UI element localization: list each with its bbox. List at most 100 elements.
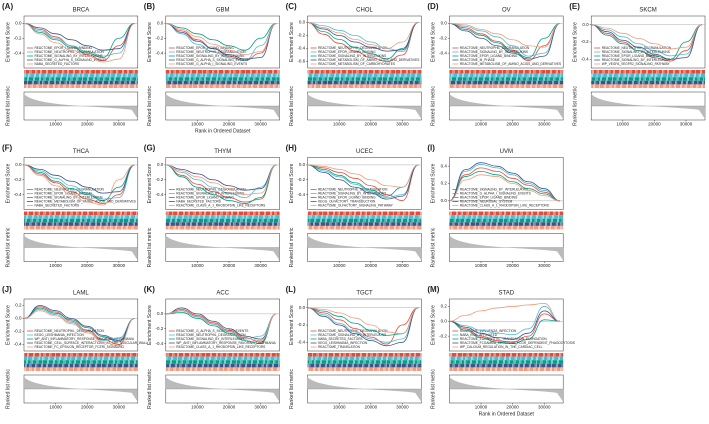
metric-axis-label: Ranked list metric [147,227,153,267]
plot-frame [165,157,280,210]
hit-strip [307,211,422,216]
legend-label: REACTOME_FCGAMMA_RECEPTOR_FCGR_DEPENDENT… [460,341,575,345]
panel-label: (E) [569,2,580,11]
panel: (L) TGCT Enrichment Score Ranked list metri… [286,285,422,410]
y-tick-label: 0.0 [157,162,164,167]
y-tick-label: 0.2 [441,181,448,186]
hit-strip [449,356,564,361]
y-tick-label: -0.2 [156,177,164,182]
enrichment-curve [591,24,702,50]
legend-label: REACTOME_EPOR_LIGAND_BINDING [318,50,376,54]
hit-strip [24,363,138,368]
enrichment-curve [165,164,277,204]
enrichment-curve [23,23,135,59]
enrichment-curve [307,22,419,53]
x-axis-label: Rank in Ordered Dataset [195,128,251,134]
hit-strip [449,225,564,230]
panel-title: UVM [500,149,513,155]
y-tick-label: -0.4 [14,342,22,347]
enrichment-curve [23,305,135,342]
x-tick-label: 10000 [191,122,204,127]
metric-area [24,377,138,402]
metric-area [449,94,564,119]
legend-label: REACTOME_NEUTROPHIL_DEGRANULATION [35,187,105,191]
legend-label: REACTOME_METABOLISM_OF_AMINO_ACIDS_AND_D… [318,58,419,62]
enrichment-curve [307,22,419,52]
enrichment-curve [449,23,561,57]
metric-axis-label: Ranked list metric [5,86,11,126]
panel-label: (F) [2,144,13,153]
hit-strip [165,363,280,368]
panel-title: THYM [214,149,231,155]
legend-label: REACTOME_SIGNALING_BY_INTERLEUKINS [176,337,244,341]
hit-strip [165,360,280,364]
legend-label: REACTOME_SIGNALING_BY_INTERLEUKINS [318,54,386,58]
y-tick-label: -0.4 [156,341,164,346]
y-tick-label: 0.0 [441,318,448,323]
legend-label: REACTOME_CELL_SURFACE_INTERACTIONS_AT_TH… [35,341,148,345]
hit-strip [449,73,564,78]
hit-strip [591,80,705,85]
legend-label: REACTOME_SIGNALING_BY_INTERLEUKINS [176,191,244,195]
legend-label: REACTOME_SIGNALING_BY_INTERLEUKINS [35,195,103,199]
x-tick-label: 20000 [506,263,519,268]
hit-strip [591,73,705,78]
y-axis-label: Enrichment Score [5,22,11,62]
legend-label: REACTOME_EPOR_LIGAND_BINDING [176,195,234,199]
hit-strip [449,211,564,216]
y-axis-label: Enrichment Score [147,163,153,203]
y-axis-label: Enrichment Score [289,22,295,62]
legend-label: REACTOME_NEUTROPHIL_DEGRANULATION [460,46,530,50]
x-tick-label: 10000 [191,263,204,268]
enrichment-curve [165,307,277,340]
panel-title: GBM [216,8,230,14]
hit-strip [449,218,564,223]
metric-axis-label: Ranked list metric [431,227,437,267]
enrichment-curve [449,164,561,202]
panel-title: SKCM [639,8,656,14]
y-axis-label: Enrichment Score [289,305,295,345]
y-tick-label: -0.4 [156,192,164,197]
enrichment-curve [165,309,277,342]
enrichment-curve [23,307,135,343]
legend-label: REACTOME_EPOR_LIGAND_BINDING [460,54,518,58]
x-axis-label: Rank in Ordered Dataset [479,411,535,417]
hit-strip [591,84,705,88]
enrichment-curve [23,164,135,194]
hit-strip [24,218,138,223]
legend-label: REACTOME_CLASS_A_1_RHODOPSIN_LIKE_RECEPT… [176,203,265,207]
legend-label: REACTOME_G_ALPHA_S_SIGNALING_EVENTS [176,58,248,62]
y-tick-label: 0.0 [299,305,306,310]
x-tick-label: 30000 [254,122,267,127]
metric-axis-label: Ranked list metric [147,86,153,126]
x-tick-label: 10000 [333,263,346,268]
panel: (H) UCEC Enrichment Score Ranked list metri… [286,144,422,268]
y-tick-label: -0.4 [297,192,305,197]
legend-label: REACTOME_SIGNALING_BY_INTERLEUKINS [318,191,386,195]
hit-strip [307,353,422,357]
hit-strip [165,225,280,230]
legend-label: REACTOME_M_PHASE [460,58,495,62]
y-axis-label: Enrichment Score [5,305,11,345]
panel: (I) UVM Enrichment Score Ranked list metric… [427,144,564,268]
y-tick-label: -0.4 [156,50,164,55]
metric-area [24,235,138,261]
enrichment-curve [449,319,561,344]
legend-label: REACTOME_EPOR_LIGAND_BINDING [318,195,376,199]
legend-label: REACTOME_NEUTROPHIL_DEGRANULATION [318,46,388,50]
enrichment-curve [449,310,561,340]
hit-strip [449,353,564,357]
x-tick-label: 10000 [617,122,630,127]
y-tick-label: 0.0 [15,316,22,321]
plot-frame [165,298,280,352]
hit-strip [24,84,138,88]
metric-area [591,94,705,119]
legend-label: REACTOME_FC_EPSILON_RECEPTOR_FCERI_SIGNA… [35,345,125,349]
panel-label: (M) [427,285,439,294]
hit-strip [24,360,138,364]
y-tick-label: -0.2 [439,333,447,338]
legend-label: REACTOME_EPOR_LIGAND_BINDING [460,195,518,199]
panel-label: (J) [2,285,12,294]
legend-label: KEGG_LEISHMANIA_INFECTION [318,341,368,345]
y-tick-label: -0.2 [581,39,589,44]
